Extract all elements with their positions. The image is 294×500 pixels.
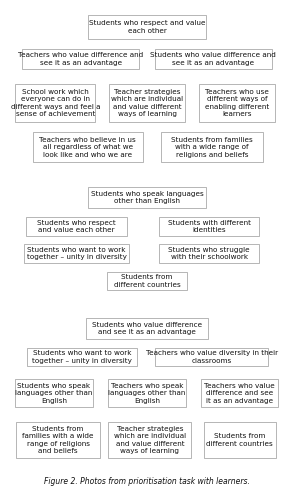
Text: Students from
different countries: Students from different countries: [113, 274, 181, 287]
Text: Students from families
with a wide range of
religions and beliefs: Students from families with a wide range…: [171, 136, 253, 158]
Text: Teachers who use
different ways of
enabling different
learners: Teachers who use different ways of enabl…: [205, 89, 269, 117]
FancyBboxPatch shape: [86, 318, 208, 338]
FancyBboxPatch shape: [26, 217, 126, 236]
Text: Teacher strategies
which are individual
and value different
ways of learning: Teacher strategies which are individual …: [111, 89, 183, 117]
Text: Students who respect
and value each other: Students who respect and value each othe…: [37, 220, 116, 233]
FancyBboxPatch shape: [24, 244, 129, 262]
FancyBboxPatch shape: [16, 422, 100, 458]
FancyBboxPatch shape: [161, 132, 263, 162]
FancyBboxPatch shape: [22, 48, 139, 69]
FancyBboxPatch shape: [199, 84, 275, 122]
FancyBboxPatch shape: [201, 380, 278, 407]
FancyBboxPatch shape: [159, 217, 259, 236]
Text: Students from
different countries: Students from different countries: [206, 434, 273, 447]
Text: Students who want to work
together – unity in diversity: Students who want to work together – uni…: [26, 246, 126, 260]
Text: Teachers who value
difference and see
it as an advantage: Teachers who value difference and see it…: [204, 382, 275, 404]
FancyBboxPatch shape: [203, 422, 275, 458]
Text: Students who want to work
together – unity in diversity: Students who want to work together – uni…: [32, 350, 132, 364]
FancyBboxPatch shape: [15, 380, 93, 407]
Text: Students who speak languages
other than English: Students who speak languages other than …: [91, 191, 203, 204]
FancyBboxPatch shape: [108, 380, 186, 407]
Text: Teacher strategies
which are individual
and value different
ways of learning: Teacher strategies which are individual …: [114, 426, 186, 454]
Text: Students who respect and value
each other: Students who respect and value each othe…: [89, 20, 205, 34]
FancyBboxPatch shape: [159, 244, 259, 262]
Text: Figure 2. Photos from prioritisation task with learners.: Figure 2. Photos from prioritisation tas…: [44, 477, 250, 486]
Text: Students who value difference
and see it as an advantage: Students who value difference and see it…: [92, 322, 202, 335]
FancyBboxPatch shape: [156, 348, 268, 366]
Text: Students with different
identities: Students with different identities: [168, 220, 250, 233]
Text: Students who struggle
with their schoolwork: Students who struggle with their schoolw…: [168, 246, 250, 260]
Text: Students from
families with a wide
range of religions
and beliefs: Students from families with a wide range…: [22, 426, 94, 454]
FancyBboxPatch shape: [108, 422, 191, 458]
FancyBboxPatch shape: [27, 348, 137, 366]
Text: Teachers who believe in us
all regardless of what we
look like and who we are: Teachers who believe in us all regardles…: [39, 136, 136, 158]
FancyBboxPatch shape: [88, 188, 206, 208]
FancyBboxPatch shape: [155, 48, 272, 69]
FancyBboxPatch shape: [109, 84, 185, 122]
Text: Teachers who speak
languages other than
English: Teachers who speak languages other than …: [108, 382, 186, 404]
FancyBboxPatch shape: [88, 16, 206, 39]
FancyBboxPatch shape: [33, 132, 143, 162]
FancyBboxPatch shape: [15, 84, 96, 122]
FancyBboxPatch shape: [107, 272, 187, 289]
Text: School work which
everyone can do in
different ways and feel a
sense of achievem: School work which everyone can do in dif…: [11, 89, 100, 117]
Text: Students who value difference and
see it as an advantage: Students who value difference and see it…: [151, 52, 276, 66]
Text: Teachers who value diversity in their
classrooms: Teachers who value diversity in their cl…: [146, 350, 278, 364]
Text: Teachers who value difference and
see it as an advantage: Teachers who value difference and see it…: [18, 52, 143, 66]
Text: Students who speak
languages other than
English: Students who speak languages other than …: [15, 382, 93, 404]
